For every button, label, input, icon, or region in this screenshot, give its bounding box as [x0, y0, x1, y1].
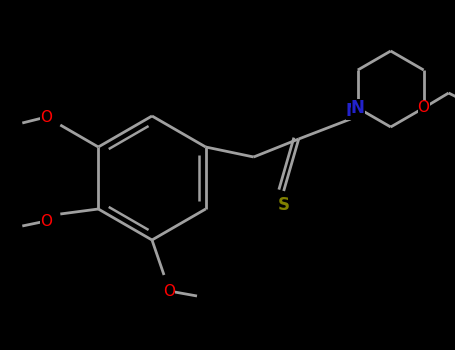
Text: O: O [40, 214, 52, 229]
Text: N: N [351, 99, 365, 117]
Text: O: O [40, 110, 52, 125]
Text: N: N [346, 102, 359, 120]
Text: O: O [163, 284, 175, 299]
Text: S: S [278, 196, 290, 214]
Text: O: O [418, 100, 430, 116]
